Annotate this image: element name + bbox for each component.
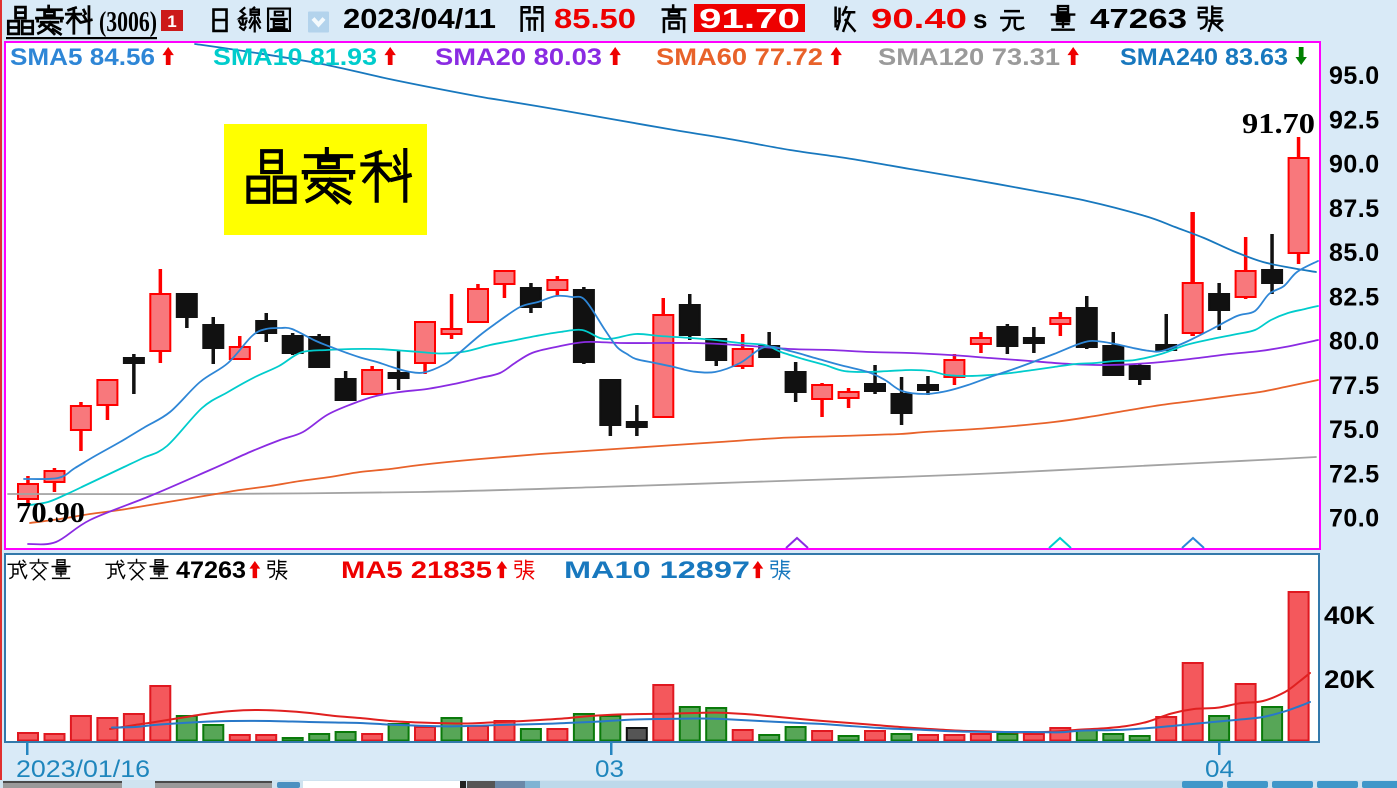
svg-text:85.50: 85.50 bbox=[554, 3, 636, 34]
svg-text:SMA120 73.31: SMA120 73.31 bbox=[878, 44, 1060, 71]
svg-text:47263: 47263 bbox=[1090, 3, 1187, 34]
svg-text:s: s bbox=[973, 4, 987, 34]
svg-text:2023/04/11: 2023/04/11 bbox=[343, 3, 496, 34]
svg-text:04: 04 bbox=[1205, 756, 1234, 783]
svg-text:70.0: 70.0 bbox=[1329, 505, 1380, 533]
svg-text:SMA5 84.56: SMA5 84.56 bbox=[10, 44, 155, 71]
svg-text:72.5: 72.5 bbox=[1329, 460, 1380, 488]
svg-text:95.0: 95.0 bbox=[1329, 62, 1380, 90]
svg-text:87.5: 87.5 bbox=[1329, 195, 1380, 223]
svg-text:90.0: 90.0 bbox=[1329, 151, 1380, 179]
svg-text:2023/01/16: 2023/01/16 bbox=[16, 756, 150, 783]
svg-text:77.5: 77.5 bbox=[1329, 372, 1380, 400]
svg-text:70.90: 70.90 bbox=[16, 498, 85, 529]
svg-text:40K: 40K bbox=[1324, 602, 1375, 630]
svg-text:90.40: 90.40 bbox=[871, 3, 967, 34]
svg-text:MA10 12897: MA10 12897 bbox=[564, 557, 750, 584]
svg-text:MA5 21835: MA5 21835 bbox=[341, 557, 492, 584]
svg-text:91.70: 91.70 bbox=[699, 3, 800, 34]
svg-text:SMA60 77.72: SMA60 77.72 bbox=[656, 44, 823, 71]
svg-text:SMA20 80.03: SMA20 80.03 bbox=[435, 44, 602, 71]
svg-text:47263: 47263 bbox=[176, 557, 246, 584]
svg-text:75.0: 75.0 bbox=[1329, 416, 1380, 444]
svg-text:92.5: 92.5 bbox=[1329, 106, 1380, 134]
svg-text:SMA240 83.63: SMA240 83.63 bbox=[1120, 44, 1288, 71]
svg-text:91.70: 91.70 bbox=[1242, 109, 1315, 140]
svg-text:20K: 20K bbox=[1324, 666, 1375, 694]
svg-text:(3006): (3006) bbox=[99, 7, 157, 38]
svg-text:SMA10 81.93: SMA10 81.93 bbox=[213, 44, 377, 71]
svg-text:80.0: 80.0 bbox=[1329, 328, 1380, 356]
svg-text:82.5: 82.5 bbox=[1329, 283, 1380, 311]
svg-text:1: 1 bbox=[167, 12, 176, 31]
svg-text:03: 03 bbox=[595, 756, 624, 783]
svg-text:85.0: 85.0 bbox=[1329, 239, 1380, 267]
